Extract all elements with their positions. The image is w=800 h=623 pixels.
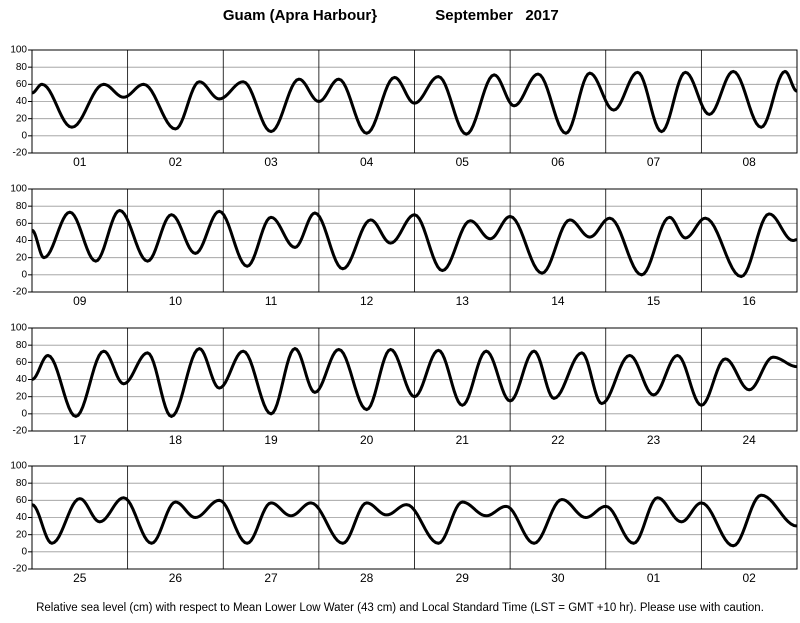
x-tick-label: 25 <box>73 571 87 585</box>
panel-frame <box>31 49 798 154</box>
y-tick-label: 40 <box>16 512 28 523</box>
x-tick-label: 26 <box>169 571 183 585</box>
panel-frame <box>31 327 798 432</box>
y-tick-label: -20 <box>13 287 28 298</box>
y-tick-label: 80 <box>16 340 28 351</box>
y-tick-label: 60 <box>16 79 28 90</box>
station-title: Guam (Apra Harbour} <box>223 7 377 24</box>
x-tick-label: 17 <box>73 433 87 447</box>
tide-line <box>32 208 797 279</box>
x-tick-label: 01 <box>647 571 661 585</box>
x-tick-label: 29 <box>456 571 470 585</box>
x-tick-label: 13 <box>456 294 470 308</box>
y-tick-label: 60 <box>16 495 28 506</box>
x-tick-label: 01 <box>73 155 87 169</box>
x-tick-label: 24 <box>743 433 757 447</box>
y-tick-label: 0 <box>21 408 27 419</box>
x-tick-label: 12 <box>360 294 374 308</box>
y-tick-label: 60 <box>16 218 28 229</box>
x-tick-label: 19 <box>264 433 278 447</box>
x-tick-label: 21 <box>456 433 470 447</box>
y-tick-label: 20 <box>16 113 28 124</box>
y-tick-label: 100 <box>10 45 27 56</box>
x-tick-label: 07 <box>647 155 661 169</box>
x-tick-label: 28 <box>360 571 374 585</box>
x-tick-label: 18 <box>169 433 183 447</box>
x-tick-label: 06 <box>551 155 565 169</box>
x-tick-label: 15 <box>647 294 661 308</box>
tide-line <box>32 69 797 136</box>
y-tick-label: 40 <box>16 96 28 107</box>
y-tick-label: 40 <box>16 235 28 246</box>
y-tick-label: 60 <box>16 357 28 368</box>
y-tick-label: 0 <box>21 546 27 557</box>
panel-frame <box>31 465 798 570</box>
x-tick-label: 10 <box>169 294 183 308</box>
y-tick-label: 0 <box>21 130 27 141</box>
period-title: September 2017 <box>435 7 558 24</box>
x-tick-label: 11 <box>265 294 278 308</box>
tide-line <box>32 493 797 548</box>
x-tick-label: 23 <box>647 433 661 447</box>
y-tick-label: 100 <box>10 323 27 334</box>
y-tick-label: 40 <box>16 374 28 385</box>
tide-line <box>32 346 797 419</box>
y-tick-label: 20 <box>16 529 28 540</box>
x-tick-label: 16 <box>743 294 757 308</box>
x-tick-label: 30 <box>551 571 565 585</box>
x-tick-label: 27 <box>264 571 278 585</box>
y-tick-label: 80 <box>16 62 28 73</box>
x-tick-label: 02 <box>743 571 757 585</box>
y-tick-label: 100 <box>10 461 27 472</box>
y-tick-label: 20 <box>16 252 28 263</box>
x-tick-label: 03 <box>264 155 278 169</box>
y-tick-label: -20 <box>13 564 28 575</box>
y-tick-label: -20 <box>13 148 28 159</box>
x-tick-label: 09 <box>73 294 87 308</box>
y-tick-label: 0 <box>21 269 27 280</box>
x-tick-label: 04 <box>360 155 374 169</box>
x-tick-label: 08 <box>743 155 757 169</box>
x-tick-label: 20 <box>360 433 374 447</box>
y-tick-label: 20 <box>16 391 28 402</box>
x-tick-label: 14 <box>551 294 565 308</box>
x-tick-label: 02 <box>169 155 183 169</box>
y-tick-label: 100 <box>10 184 27 195</box>
y-tick-label: -20 <box>13 426 28 437</box>
x-tick-label: 05 <box>456 155 470 169</box>
x-tick-label: 22 <box>551 433 565 447</box>
footnote: Relative sea level (cm) with respect to … <box>36 602 764 614</box>
y-tick-label: 80 <box>16 201 28 212</box>
y-tick-label: 80 <box>16 478 28 489</box>
